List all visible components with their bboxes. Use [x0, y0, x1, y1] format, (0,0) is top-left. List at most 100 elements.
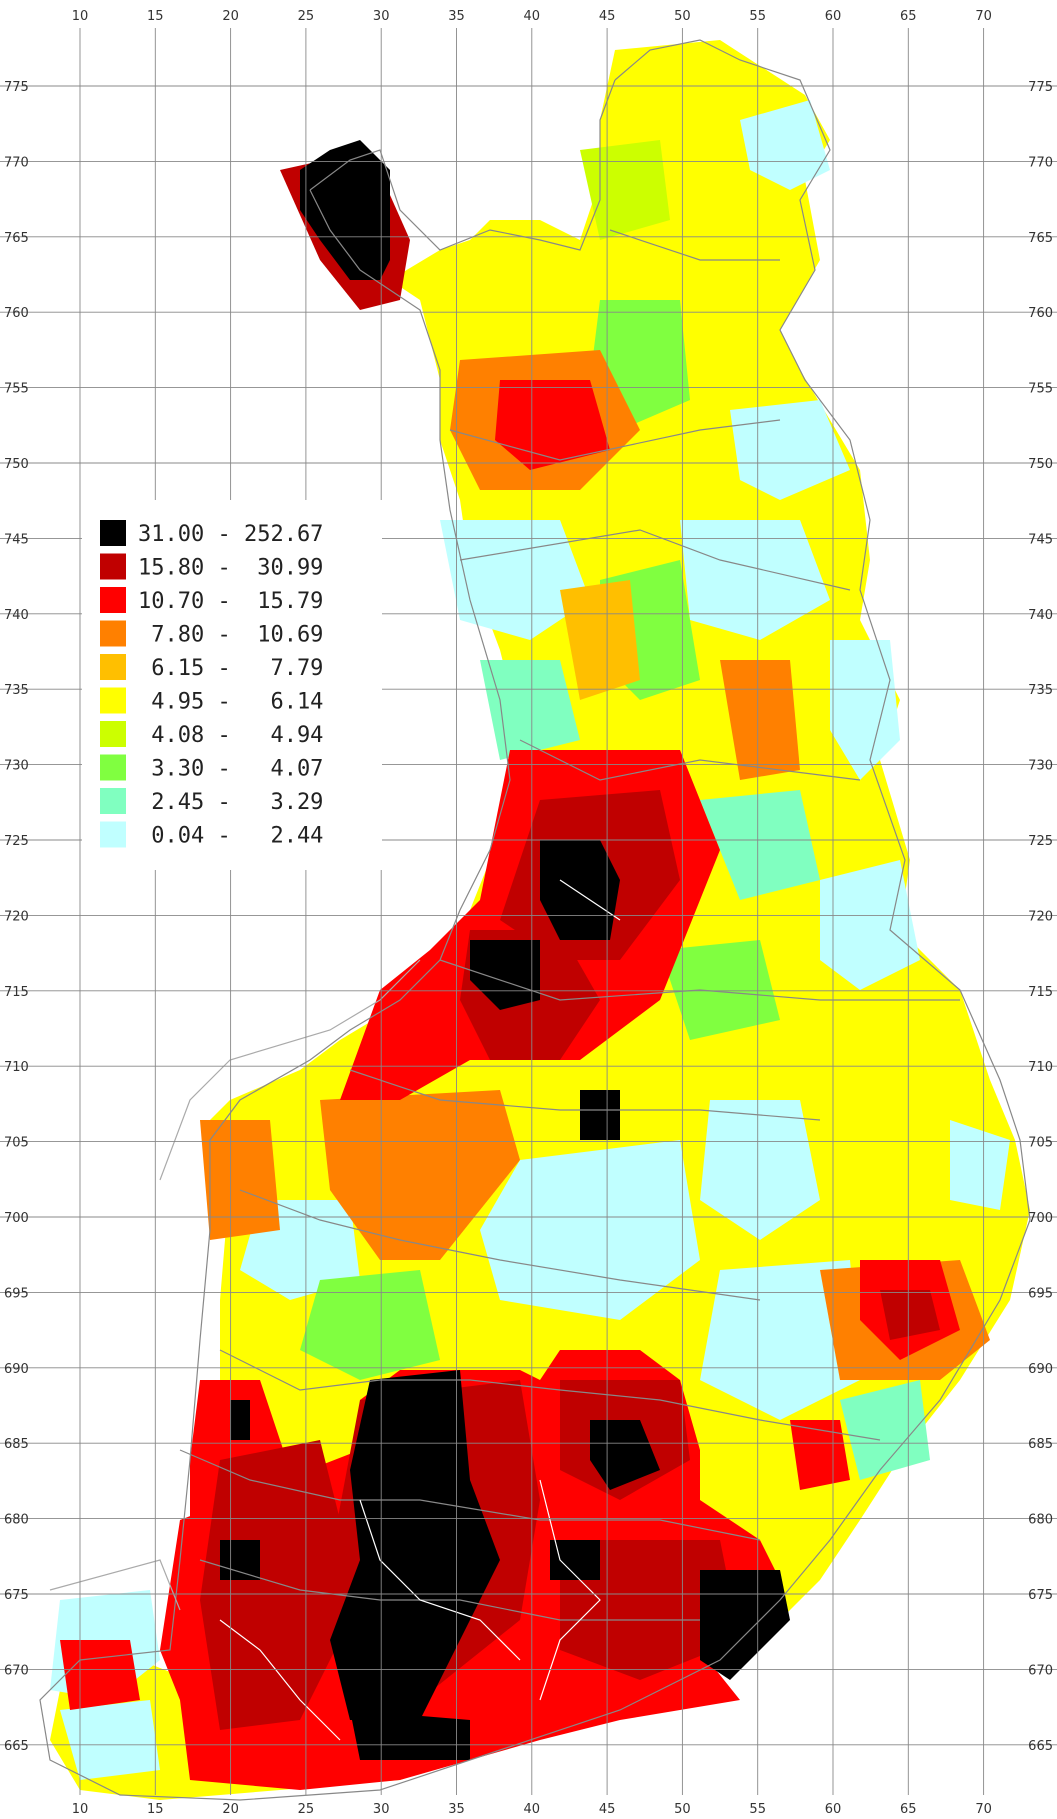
x-tick-label-bottom: 35 — [448, 1802, 465, 1817]
legend-label: 3.30 - 4.07 — [138, 757, 323, 782]
legend-swatch — [100, 654, 126, 680]
legend-swatch — [100, 553, 126, 580]
legend-swatch — [100, 687, 126, 714]
y-tick-label-right: 770 — [1028, 155, 1053, 170]
legend-label: 6.15 - 7.79 — [138, 656, 323, 681]
map-grid — [0, 28, 1057, 1795]
y-tick-label-right: 700 — [1028, 1211, 1053, 1226]
x-tick-label-bottom: 10 — [72, 1802, 89, 1817]
x-tick-label-top: 35 — [448, 9, 465, 24]
y-tick-label-left: 715 — [4, 985, 29, 1000]
y-tick-label-left: 740 — [4, 608, 29, 623]
legend-swatch — [100, 821, 126, 848]
x-tick-label-top: 20 — [222, 9, 239, 24]
y-tick-label-right: 705 — [1028, 1136, 1053, 1151]
legend-label: 4.95 - 6.14 — [138, 690, 323, 715]
y-tick-label-left: 760 — [4, 306, 29, 321]
region-borders — [39, 39, 1031, 1801]
y-tick-label-right: 760 — [1028, 306, 1053, 321]
legend-label: 7.80 - 10.69 — [138, 623, 323, 648]
y-tick-label-right: 710 — [1028, 1060, 1053, 1075]
y-tick-label-right: 715 — [1028, 985, 1053, 1000]
y-tick-label-right: 665 — [1028, 1739, 1053, 1754]
x-tick-label-bottom: 70 — [975, 1802, 992, 1817]
y-tick-label-right: 695 — [1028, 1286, 1053, 1301]
x-tick-label-top: 10 — [72, 9, 89, 24]
legend: 31.00 - 252.67 15.80 - 30.99 10.70 - 15.79… — [82, 500, 382, 870]
density-cells — [50, 40, 1030, 1800]
y-tick-label-right: 775 — [1028, 80, 1053, 95]
y-tick-label-right: 735 — [1028, 683, 1053, 698]
x-tick-label-top: 70 — [975, 9, 992, 24]
x-tick-label-top: 55 — [749, 9, 766, 24]
legend-label: 10.70 - 15.79 — [138, 589, 323, 614]
y-tick-label-left: 755 — [4, 382, 29, 397]
y-tick-label-left: 750 — [4, 457, 29, 472]
x-tick-label-bottom: 60 — [825, 1802, 842, 1817]
y-tick-label-left: 710 — [4, 1060, 29, 1075]
y-tick-label-right: 745 — [1028, 532, 1053, 547]
y-tick-label-left: 665 — [4, 1739, 29, 1754]
y-tick-label-left: 730 — [4, 759, 29, 774]
y-tick-label-left: 675 — [4, 1588, 29, 1603]
y-tick-label-right: 685 — [1028, 1437, 1053, 1452]
y-tick-label-right: 680 — [1028, 1513, 1053, 1528]
y-tick-label-left: 775 — [4, 80, 29, 95]
x-tick-label-top: 25 — [298, 9, 315, 24]
y-tick-label-right: 740 — [1028, 608, 1053, 623]
y-tick-label-left: 765 — [4, 231, 29, 246]
y-tick-label-left: 705 — [4, 1136, 29, 1151]
y-tick-label-left: 770 — [4, 155, 29, 170]
y-tick-label-right: 720 — [1028, 909, 1053, 924]
legend-background — [82, 500, 382, 870]
y-tick-label-right: 755 — [1028, 382, 1053, 397]
y-tick-label-left: 670 — [4, 1663, 29, 1678]
x-tick-label-bottom: 40 — [524, 1802, 541, 1817]
x-tick-label-top: 65 — [900, 9, 917, 24]
y-tick-label-left: 690 — [4, 1362, 29, 1377]
x-tick-label-bottom: 45 — [599, 1802, 616, 1817]
x-tick-label-top: 50 — [674, 9, 691, 24]
y-tick-label-right: 750 — [1028, 457, 1053, 472]
x-tick-label-top: 60 — [825, 9, 842, 24]
x-tick-label-top: 15 — [147, 9, 164, 24]
x-tick-label-bottom: 55 — [749, 1802, 766, 1817]
y-tick-label-right: 730 — [1028, 759, 1053, 774]
x-tick-label-bottom: 20 — [222, 1802, 239, 1817]
x-tick-label-bottom: 25 — [298, 1802, 315, 1817]
y-tick-label-left: 745 — [4, 532, 29, 547]
legend-swatch — [100, 754, 126, 781]
x-tick-label-bottom: 50 — [674, 1802, 691, 1817]
legend-label: 2.45 - 3.29 — [138, 790, 323, 815]
legend-swatch — [100, 520, 126, 546]
x-tick-label-top: 40 — [524, 9, 541, 24]
y-tick-label-right: 670 — [1028, 1663, 1053, 1678]
y-tick-label-left: 695 — [4, 1286, 29, 1301]
y-tick-label-left: 680 — [4, 1513, 29, 1528]
y-tick-label-right: 765 — [1028, 231, 1053, 246]
y-tick-label-right: 675 — [1028, 1588, 1053, 1603]
legend-label: 4.08 - 4.94 — [138, 723, 323, 748]
y-tick-label-left: 700 — [4, 1211, 29, 1226]
legend-label: 0.04 - 2.44 — [138, 824, 323, 849]
legend-swatch — [100, 620, 126, 647]
axis-ticks: 10 10 15 15 20 20 25 25 30 30 35 35 40 40 45 45 50 50 55 55… — [4, 9, 1053, 1817]
x-tick-label-bottom: 15 — [147, 1802, 164, 1817]
y-tick-label-left: 725 — [4, 834, 29, 849]
legend-label: 15.80 - 30.99 — [138, 556, 323, 581]
y-tick-label-left: 720 — [4, 909, 29, 924]
x-tick-label-bottom: 65 — [900, 1802, 917, 1817]
y-tick-label-right: 690 — [1028, 1362, 1053, 1377]
x-tick-label-top: 45 — [599, 9, 616, 24]
legend-swatch — [100, 721, 126, 747]
legend-swatch — [100, 587, 126, 613]
x-tick-label-bottom: 30 — [373, 1802, 390, 1817]
y-tick-label-left: 735 — [4, 683, 29, 698]
legend-label: 31.00 - 252.67 — [138, 522, 323, 547]
legend-swatch — [100, 788, 126, 814]
y-tick-label-left: 685 — [4, 1437, 29, 1452]
y-tick-label-right: 725 — [1028, 834, 1053, 849]
x-tick-label-top: 30 — [373, 9, 390, 24]
